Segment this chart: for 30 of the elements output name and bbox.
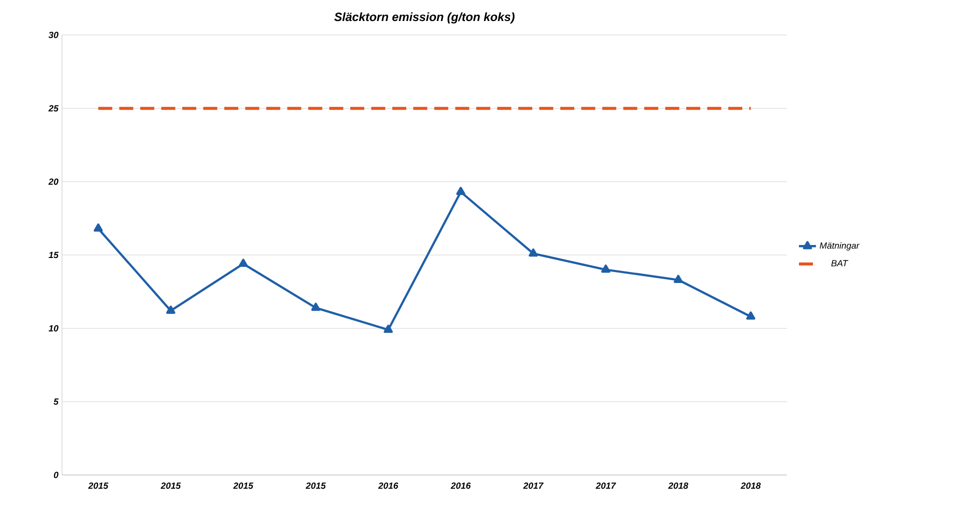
point	[384, 324, 393, 333]
x-tick-label: 2015	[233, 482, 254, 489]
x-tick-label: 2015	[160, 482, 181, 489]
y-tick-label: 25	[48, 105, 59, 112]
y-tick-label: 15	[48, 252, 59, 258]
point	[238, 258, 248, 267]
x-tick-label: 2015	[306, 482, 326, 489]
x-tick-label: 2015	[88, 482, 108, 489]
point	[94, 223, 103, 232]
x-tick-label: 2018	[740, 482, 761, 489]
x-tick-label: 2018	[668, 482, 688, 489]
point	[456, 186, 466, 196]
y-tick-label: 10	[48, 325, 58, 332]
chart-title: Släcktorn emission (g/ton koks)	[334, 12, 514, 24]
point	[528, 248, 538, 257]
legend-label: BAT	[831, 260, 848, 266]
y-tick-label: 0	[54, 472, 58, 478]
point	[674, 274, 683, 284]
point	[311, 302, 320, 311]
x-tick-label: 2016	[378, 482, 398, 489]
y-tick-label: 20	[48, 178, 58, 185]
point	[746, 311, 756, 320]
x-tick-label: 2017	[523, 482, 544, 489]
x-tick-label: 2017	[596, 482, 616, 489]
legend-label: Mätningar	[820, 242, 860, 251]
y-tick-label: 30	[48, 32, 58, 38]
point	[166, 306, 176, 314]
point	[601, 264, 610, 273]
y-tick-label: 5	[54, 398, 59, 405]
x-tick-label: 2016	[450, 482, 471, 489]
